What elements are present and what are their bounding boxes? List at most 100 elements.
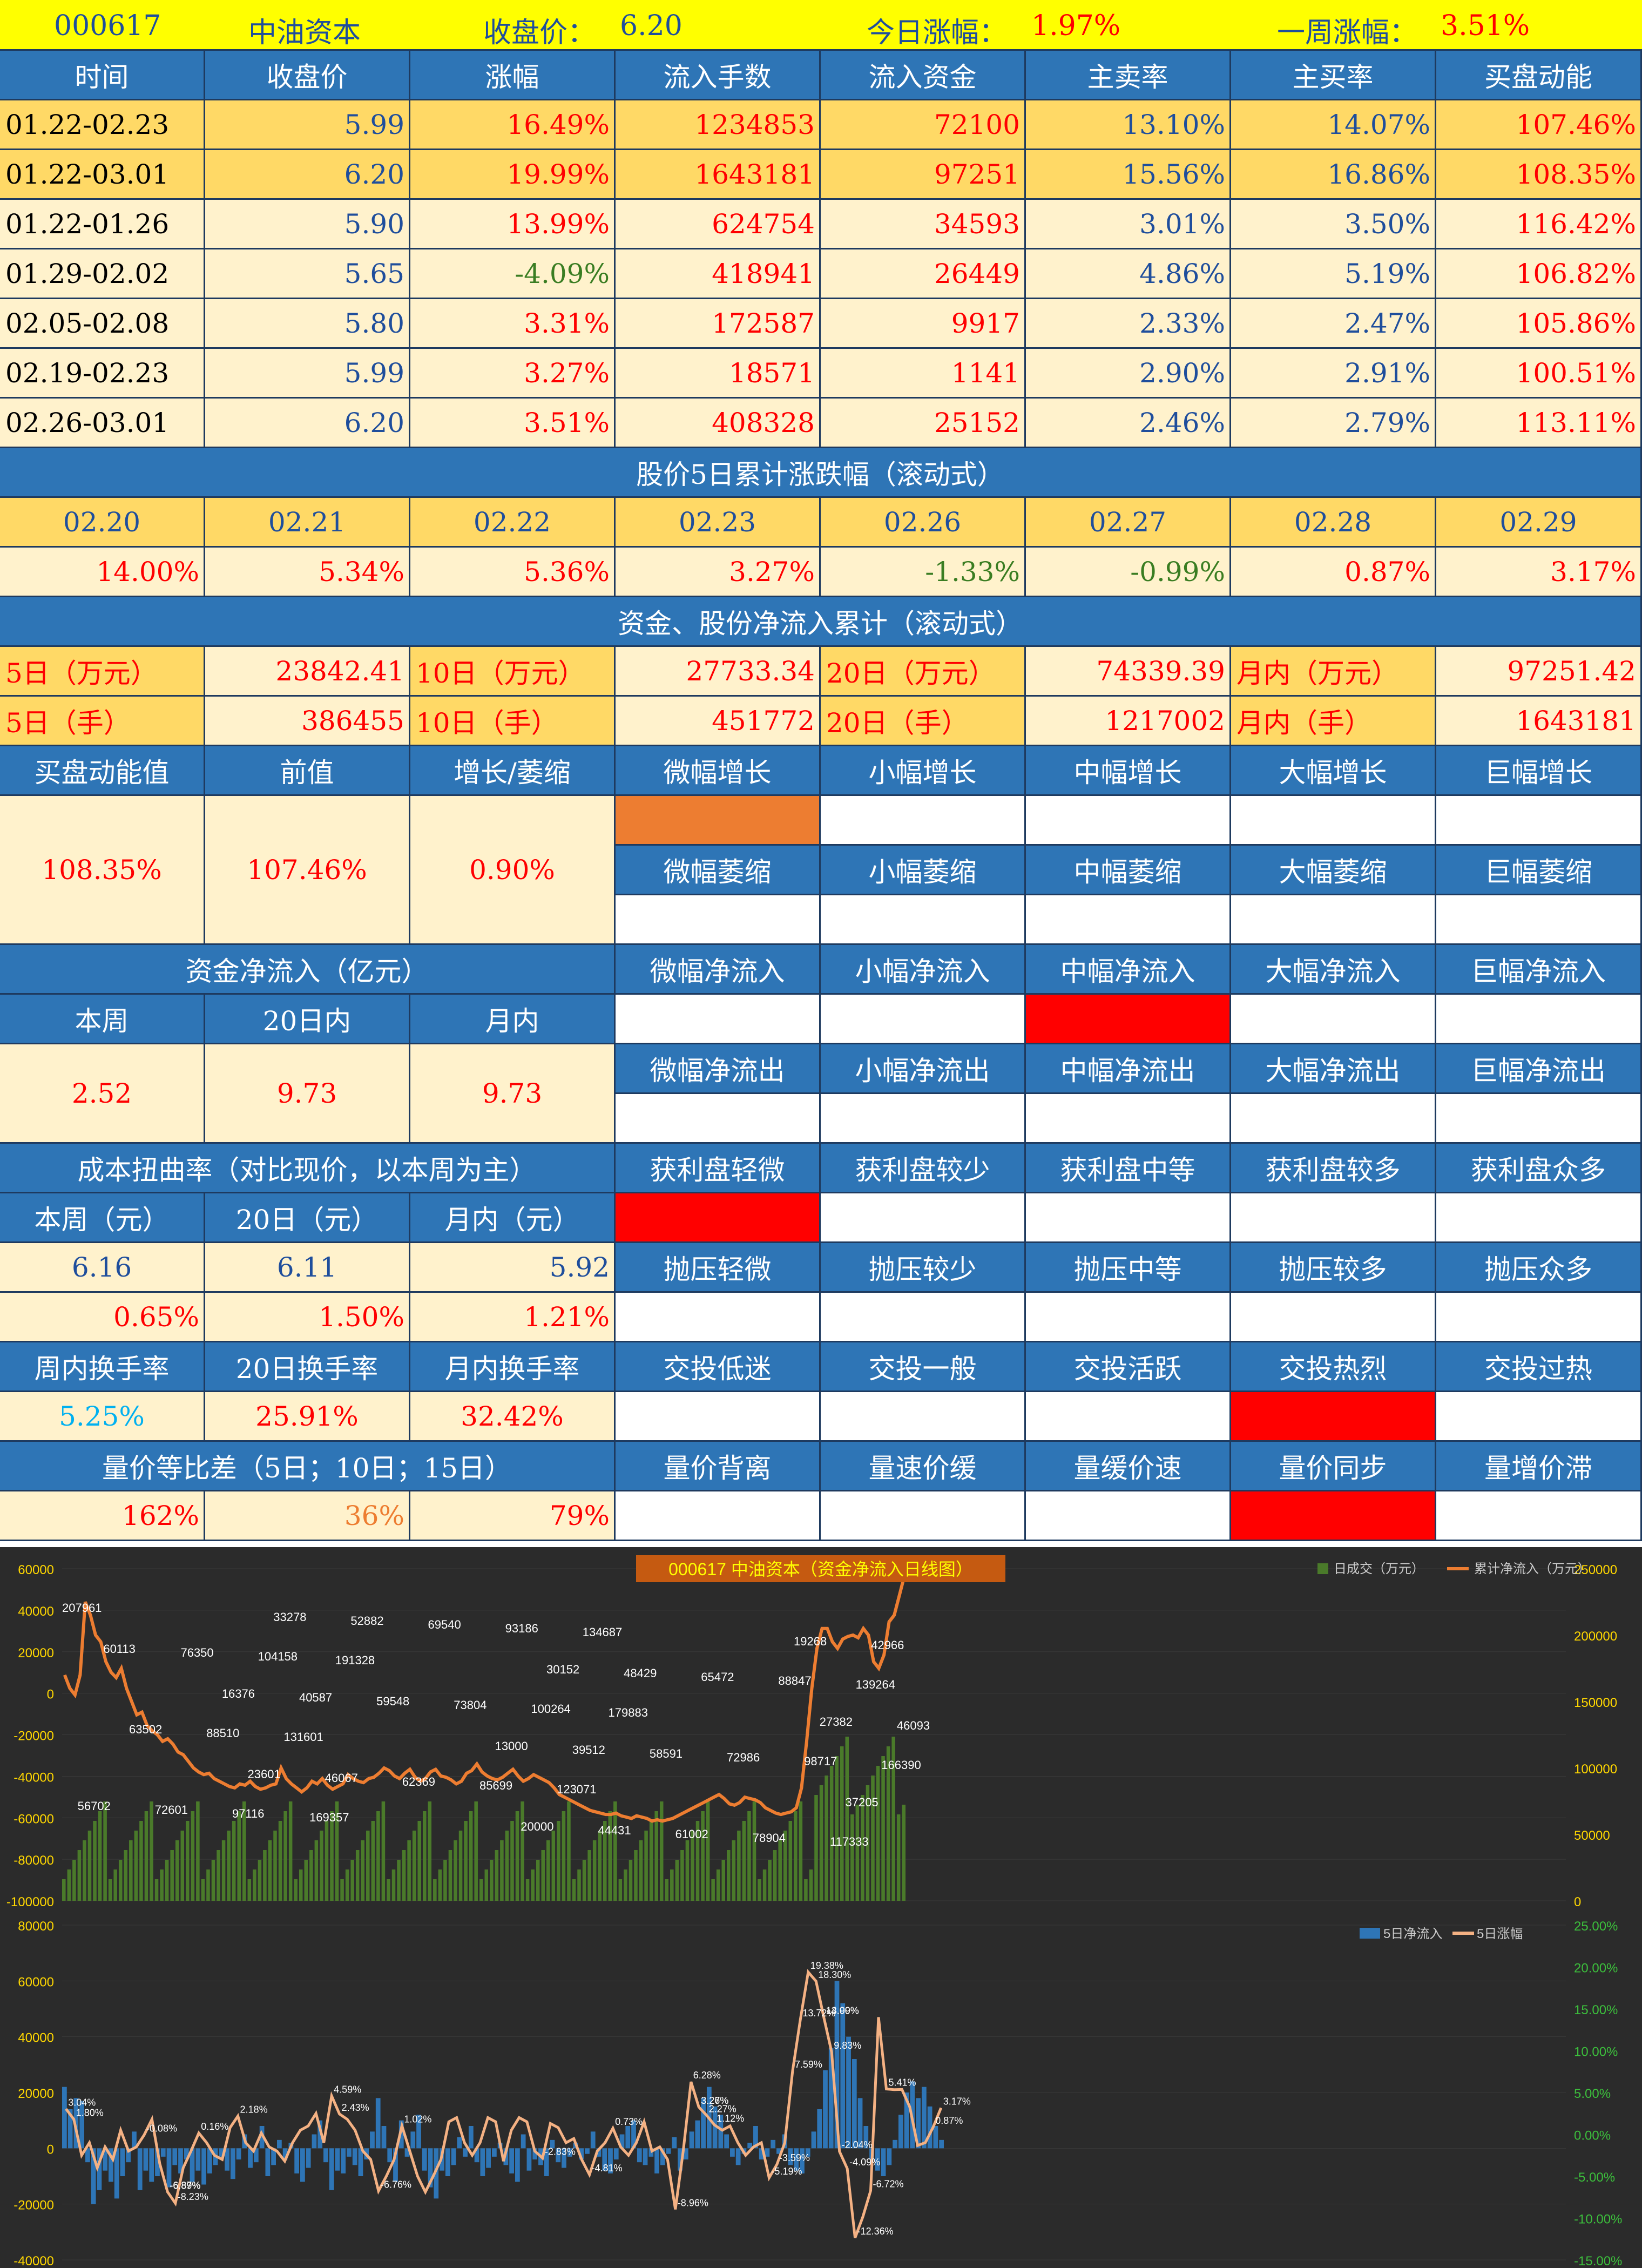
volume-bar [118,1860,123,1901]
inflow-bar [596,2148,602,2157]
indicator-label: 量价同步 [1231,1442,1436,1491]
indicator-label: 巨幅萎缩 [1436,846,1642,895]
chart-title: 000617 中油资本（资金净流入日线图） [668,1560,973,1579]
inflow-bar [689,2131,694,2149]
volume-bar [479,1879,483,1901]
volume-bar [783,1831,787,1901]
inflow-bar [567,2148,572,2157]
indicator-label: 中幅净流出 [1026,1044,1231,1094]
inflow-bar [939,2139,944,2149]
cost-header: 月内（元） [410,1193,616,1243]
inflow-bar [509,2148,515,2174]
table-cell: 72100 [821,100,1026,150]
data-label: 60113 [103,1642,136,1656]
netflow-label: 月内（万元） [1231,647,1436,697]
y-tick-left: 0 [47,1688,54,1702]
data-label: 58591 [650,1747,683,1760]
left-panel-row: 周内换手率 20日换手率 月内换手率 [0,1342,1642,1392]
volume-bar [438,1869,442,1901]
inflow-bar [347,2148,352,2157]
inflow-bar [410,2131,416,2149]
data-label: 42966 [871,1638,904,1652]
volume-bar [113,1869,117,1901]
inflow-bar [863,2126,869,2149]
volume-bar [695,1821,700,1901]
volume-bar [154,1879,159,1901]
inflow-bar [416,2115,421,2149]
momentum-header: 买盘动能值 [0,746,205,796]
inflow-bar [370,2131,375,2149]
cost-value: 6.11 [205,1243,410,1293]
inflow-bar [678,2148,683,2171]
volume-bar [237,1811,241,1901]
left-panel-row: 2.52 9.73 9.73 [0,1044,1642,1144]
inflow-bar [724,2134,729,2149]
y-tick-left: -40000 [13,1770,54,1785]
y-tick-right: 0.00% [1574,2129,1611,2143]
data-label: 5.41% [888,2077,916,2088]
netflow-label: 20日（手） [821,697,1026,746]
volume-bar [253,1869,256,1901]
y-tick-left: -40000 [13,2254,54,2268]
data-label: -4.09% [849,2157,880,2168]
volume-bar [165,1860,169,1901]
table-cell: 5.99 [205,349,410,399]
indicator-cell [821,1491,1026,1541]
volume-bar [433,1879,437,1901]
indicator-label: 大幅净流出 [1231,1044,1436,1094]
inflow-bar [875,2148,880,2171]
inflow-bar [178,2148,183,2174]
table-row: 02.19-02.23 5.99 3.27% 18571 1141 2.90% 2.91% 1… [0,349,1642,399]
data-label: 13.72% [802,2008,835,2019]
data-label: -2.83% [545,2146,576,2157]
volume-bar [598,1831,602,1901]
cost-rate: 1.50% [205,1293,410,1342]
legend-swatch [1360,1928,1380,1939]
inflow-bar [172,2148,178,2165]
volume-bar [557,1821,560,1901]
table-cell: 418941 [616,249,821,299]
data-label: 1.12% [717,2113,744,2124]
indicator-label: 抛压众多 [1436,1243,1642,1293]
left-panel-row: 买盘动能值 前值 增长/萎缩 [0,746,1642,796]
indicator-label: 巨幅净流入 [1436,945,1642,995]
capital-title-row: 资金净流入（亿元） [0,945,1642,995]
indicator-cell [1436,895,1642,945]
volume-bar [624,1869,627,1901]
left-panel-row: 108.35% 107.46% 0.90% [0,796,1642,945]
data-label: 191328 [335,1653,375,1667]
close-label: 收盘价： [483,17,596,49]
volume-bar [387,1879,390,1901]
data-label: 0.87% [935,2115,963,2126]
cost-title-row: 成本扭曲率（对比现价，以本周为主） [0,1144,1642,1193]
indicator-label: 大幅净流入 [1231,945,1436,995]
table-cell: 9917 [821,299,1026,349]
capital-value: 9.73 [205,1044,410,1144]
volume-bar [794,1811,798,1901]
volume-bar [273,1831,277,1901]
data-label: 13.99% [826,2006,859,2016]
volume-bar [531,1869,535,1901]
volume-bar [83,1840,86,1901]
momentum-header: 增长/萎缩 [410,746,616,796]
data-label: 179883 [609,1706,648,1719]
inflow-bar [637,2148,642,2163]
table-cell: 19.99% [410,150,616,200]
volume-bar [773,1850,777,1901]
chart-title-box [636,1555,1005,1582]
inflow-bar [579,2148,584,2159]
inflow-bar [613,2148,619,2159]
week-label: 一周涨幅： [1277,17,1418,49]
indicator-cell [1026,1491,1231,1541]
inflow-bar [468,2126,474,2149]
data-label: -3.59% [779,2152,810,2163]
indicator-label: 抛压较多 [1231,1243,1436,1293]
inflow-bar [300,2148,305,2182]
inflow-bar [335,2148,340,2171]
data-label: 0.73% [615,2116,643,2127]
inflow-bar [800,2148,805,2174]
inflow-bar [253,2148,259,2163]
volume-bar [335,1801,339,1901]
volume-bar [814,1795,818,1901]
volume-bar [175,1840,179,1901]
